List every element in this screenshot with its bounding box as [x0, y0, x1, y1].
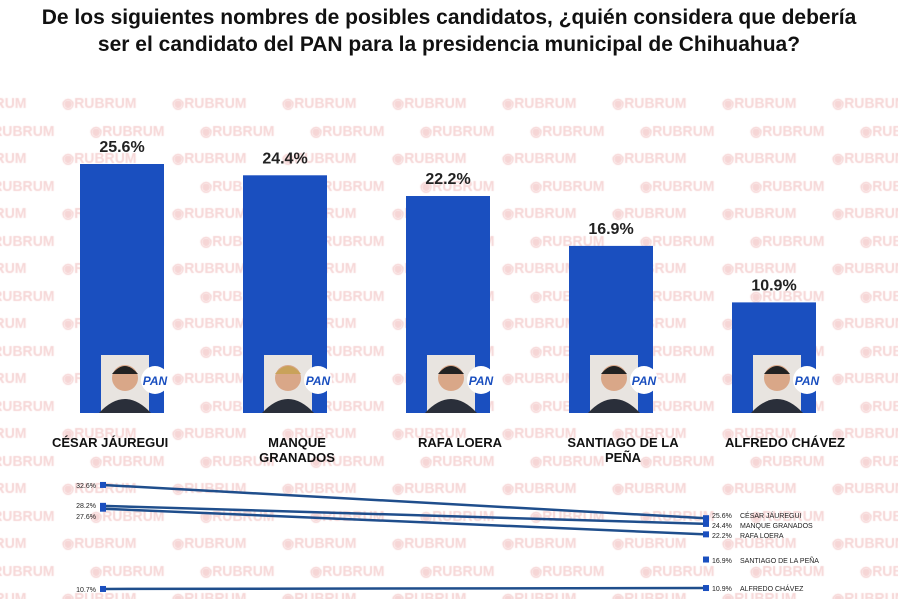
bar-value-label: 10.9% — [751, 277, 796, 294]
candidate-hair — [601, 366, 627, 374]
candidate-hair — [275, 366, 301, 374]
bar-value-label: 22.2% — [425, 171, 470, 188]
pan-logo — [304, 366, 332, 394]
trend-start-label: 27.6% — [76, 514, 96, 521]
trend-end-label: 16.9% — [712, 558, 732, 565]
trend-point — [100, 481, 106, 488]
candidate-hair — [764, 366, 790, 374]
trend-start-label: 32.6% — [76, 483, 96, 490]
pan-logo-text: PAN — [632, 374, 657, 388]
trend-series-name: CÉSAR JÁUREGUI — [740, 511, 802, 520]
trend-point — [703, 585, 709, 592]
candidate-name: RAFA LOERA — [417, 435, 503, 450]
trend-line — [102, 483, 707, 520]
trend-start-label: 10.7% — [76, 587, 96, 594]
candidate-suit — [262, 399, 314, 413]
pan-logo-text: PAN — [306, 374, 331, 388]
candidate-suit — [588, 399, 640, 413]
candidate-name: CÉSAR JÁUREGUI — [52, 435, 169, 450]
trend-line — [102, 586, 707, 591]
pan-logo — [793, 366, 821, 394]
trend-point — [703, 556, 709, 563]
trend-end-label: 24.4% — [712, 523, 732, 530]
trend-point — [703, 531, 709, 538]
pan-logo — [467, 366, 495, 394]
trend-line — [102, 507, 707, 536]
trend-start-label: 28.2% — [76, 503, 96, 510]
trend-end-label: 10.9% — [712, 586, 732, 593]
bar-value-label: 16.9% — [588, 221, 633, 238]
trend-point — [100, 585, 106, 592]
candidate-name: SANTIAGO DE LA PEÑA — [567, 435, 679, 465]
trend-point — [100, 505, 106, 512]
candidate-hair — [438, 366, 464, 374]
trend-series-name: MANQUE GRANADOS — [740, 523, 813, 530]
trend-series-name: ALFREDO CHÁVEZ — [740, 584, 804, 593]
candidate-suit — [99, 399, 151, 413]
candidate-hair — [112, 366, 138, 374]
candidate-name: ALFREDO CHÁVEZ — [725, 435, 845, 450]
trend-series-name: SANTIAGO DE LA PEÑA — [740, 556, 819, 565]
trend-point — [703, 515, 709, 522]
pan-logo — [141, 366, 169, 394]
bar-value-label: 25.6% — [99, 139, 144, 156]
trend-point — [703, 520, 709, 527]
pan-logo-text: PAN — [469, 374, 494, 388]
candidate-suit — [425, 399, 477, 413]
trend-end-label: 25.6% — [712, 513, 732, 520]
trend-line — [102, 504, 707, 526]
candidate-name: MANQUE GRANADOS — [259, 435, 335, 465]
pan-logo — [630, 366, 658, 394]
pan-logo-text: PAN — [143, 374, 168, 388]
candidate-suit — [751, 399, 803, 413]
trend-series-name: RAFA LOERA — [740, 533, 784, 540]
chart-title: De los siguientes nombres de posibles ca… — [41, 6, 857, 56]
bar-value-label: 24.4% — [262, 150, 307, 167]
pan-logo-text: PAN — [795, 374, 820, 388]
trend-end-label: 22.2% — [712, 533, 732, 540]
